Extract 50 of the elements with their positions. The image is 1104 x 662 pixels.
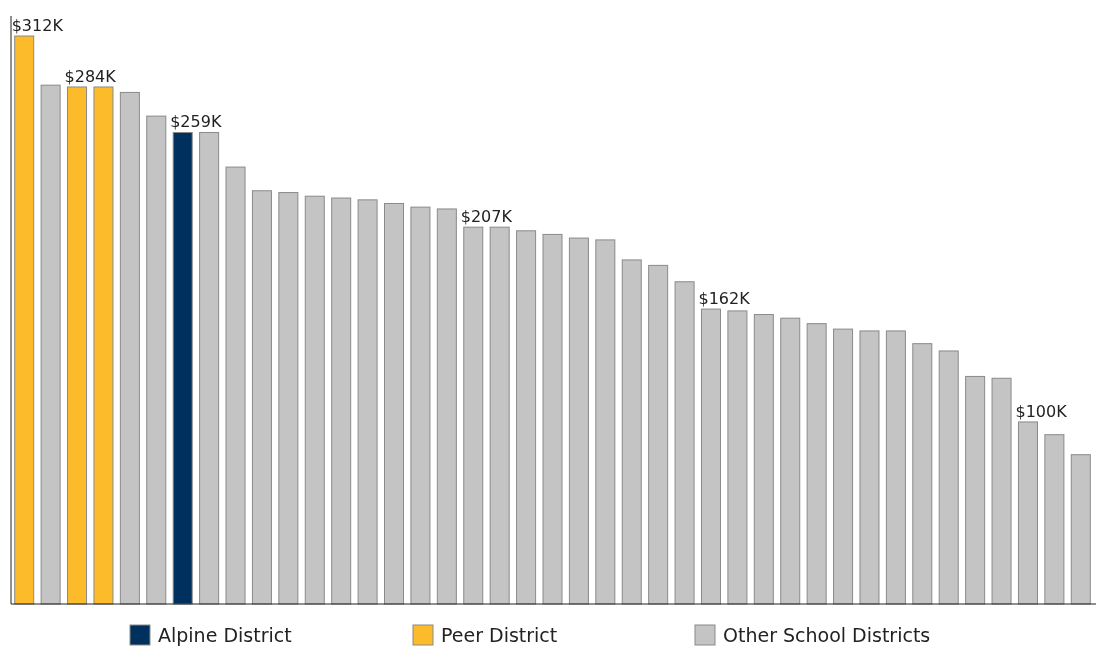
bar bbox=[67, 86, 88, 605]
data-label: $162K bbox=[698, 289, 751, 309]
bar bbox=[172, 131, 193, 605]
data-label: $100K bbox=[1015, 401, 1068, 421]
bar bbox=[14, 35, 35, 605]
bar bbox=[965, 375, 986, 605]
bar bbox=[93, 86, 114, 605]
bar bbox=[1044, 434, 1065, 605]
bar bbox=[833, 328, 854, 605]
legend-label: Alpine District bbox=[158, 624, 292, 646]
bar bbox=[621, 259, 642, 605]
data-label: $312K bbox=[11, 16, 64, 35]
bar bbox=[146, 115, 167, 605]
bar bbox=[727, 310, 748, 605]
data-label: $207K bbox=[460, 207, 513, 227]
bar bbox=[595, 239, 616, 605]
bar bbox=[780, 317, 801, 605]
bar bbox=[119, 91, 140, 605]
data-label: $259K bbox=[170, 112, 222, 132]
bar bbox=[568, 237, 589, 605]
data-label: $284K bbox=[64, 66, 117, 86]
bar bbox=[40, 84, 61, 605]
bar bbox=[674, 281, 695, 605]
bar bbox=[753, 314, 774, 605]
bar bbox=[806, 323, 827, 605]
bar bbox=[1070, 454, 1091, 605]
bar bbox=[304, 195, 325, 605]
bar bbox=[912, 343, 933, 605]
bar bbox=[1017, 421, 1038, 605]
bar bbox=[278, 192, 299, 605]
bar bbox=[225, 166, 246, 605]
bar bbox=[938, 350, 959, 605]
bar bbox=[384, 202, 405, 605]
bar bbox=[436, 208, 457, 605]
bar bbox=[251, 190, 272, 605]
bar bbox=[489, 226, 510, 605]
bar bbox=[885, 330, 906, 605]
bar bbox=[648, 264, 669, 605]
bar bbox=[542, 233, 563, 605]
legend-label: Peer District bbox=[441, 624, 558, 646]
legend-label: Other School Districts bbox=[723, 624, 931, 646]
bar bbox=[410, 206, 431, 605]
bar bbox=[700, 308, 721, 605]
bar bbox=[463, 226, 484, 605]
bar bbox=[357, 199, 378, 605]
bar bbox=[516, 230, 537, 605]
bar bbox=[859, 330, 880, 605]
bar bbox=[331, 197, 352, 605]
bar bbox=[199, 131, 220, 605]
bar bbox=[991, 377, 1012, 605]
